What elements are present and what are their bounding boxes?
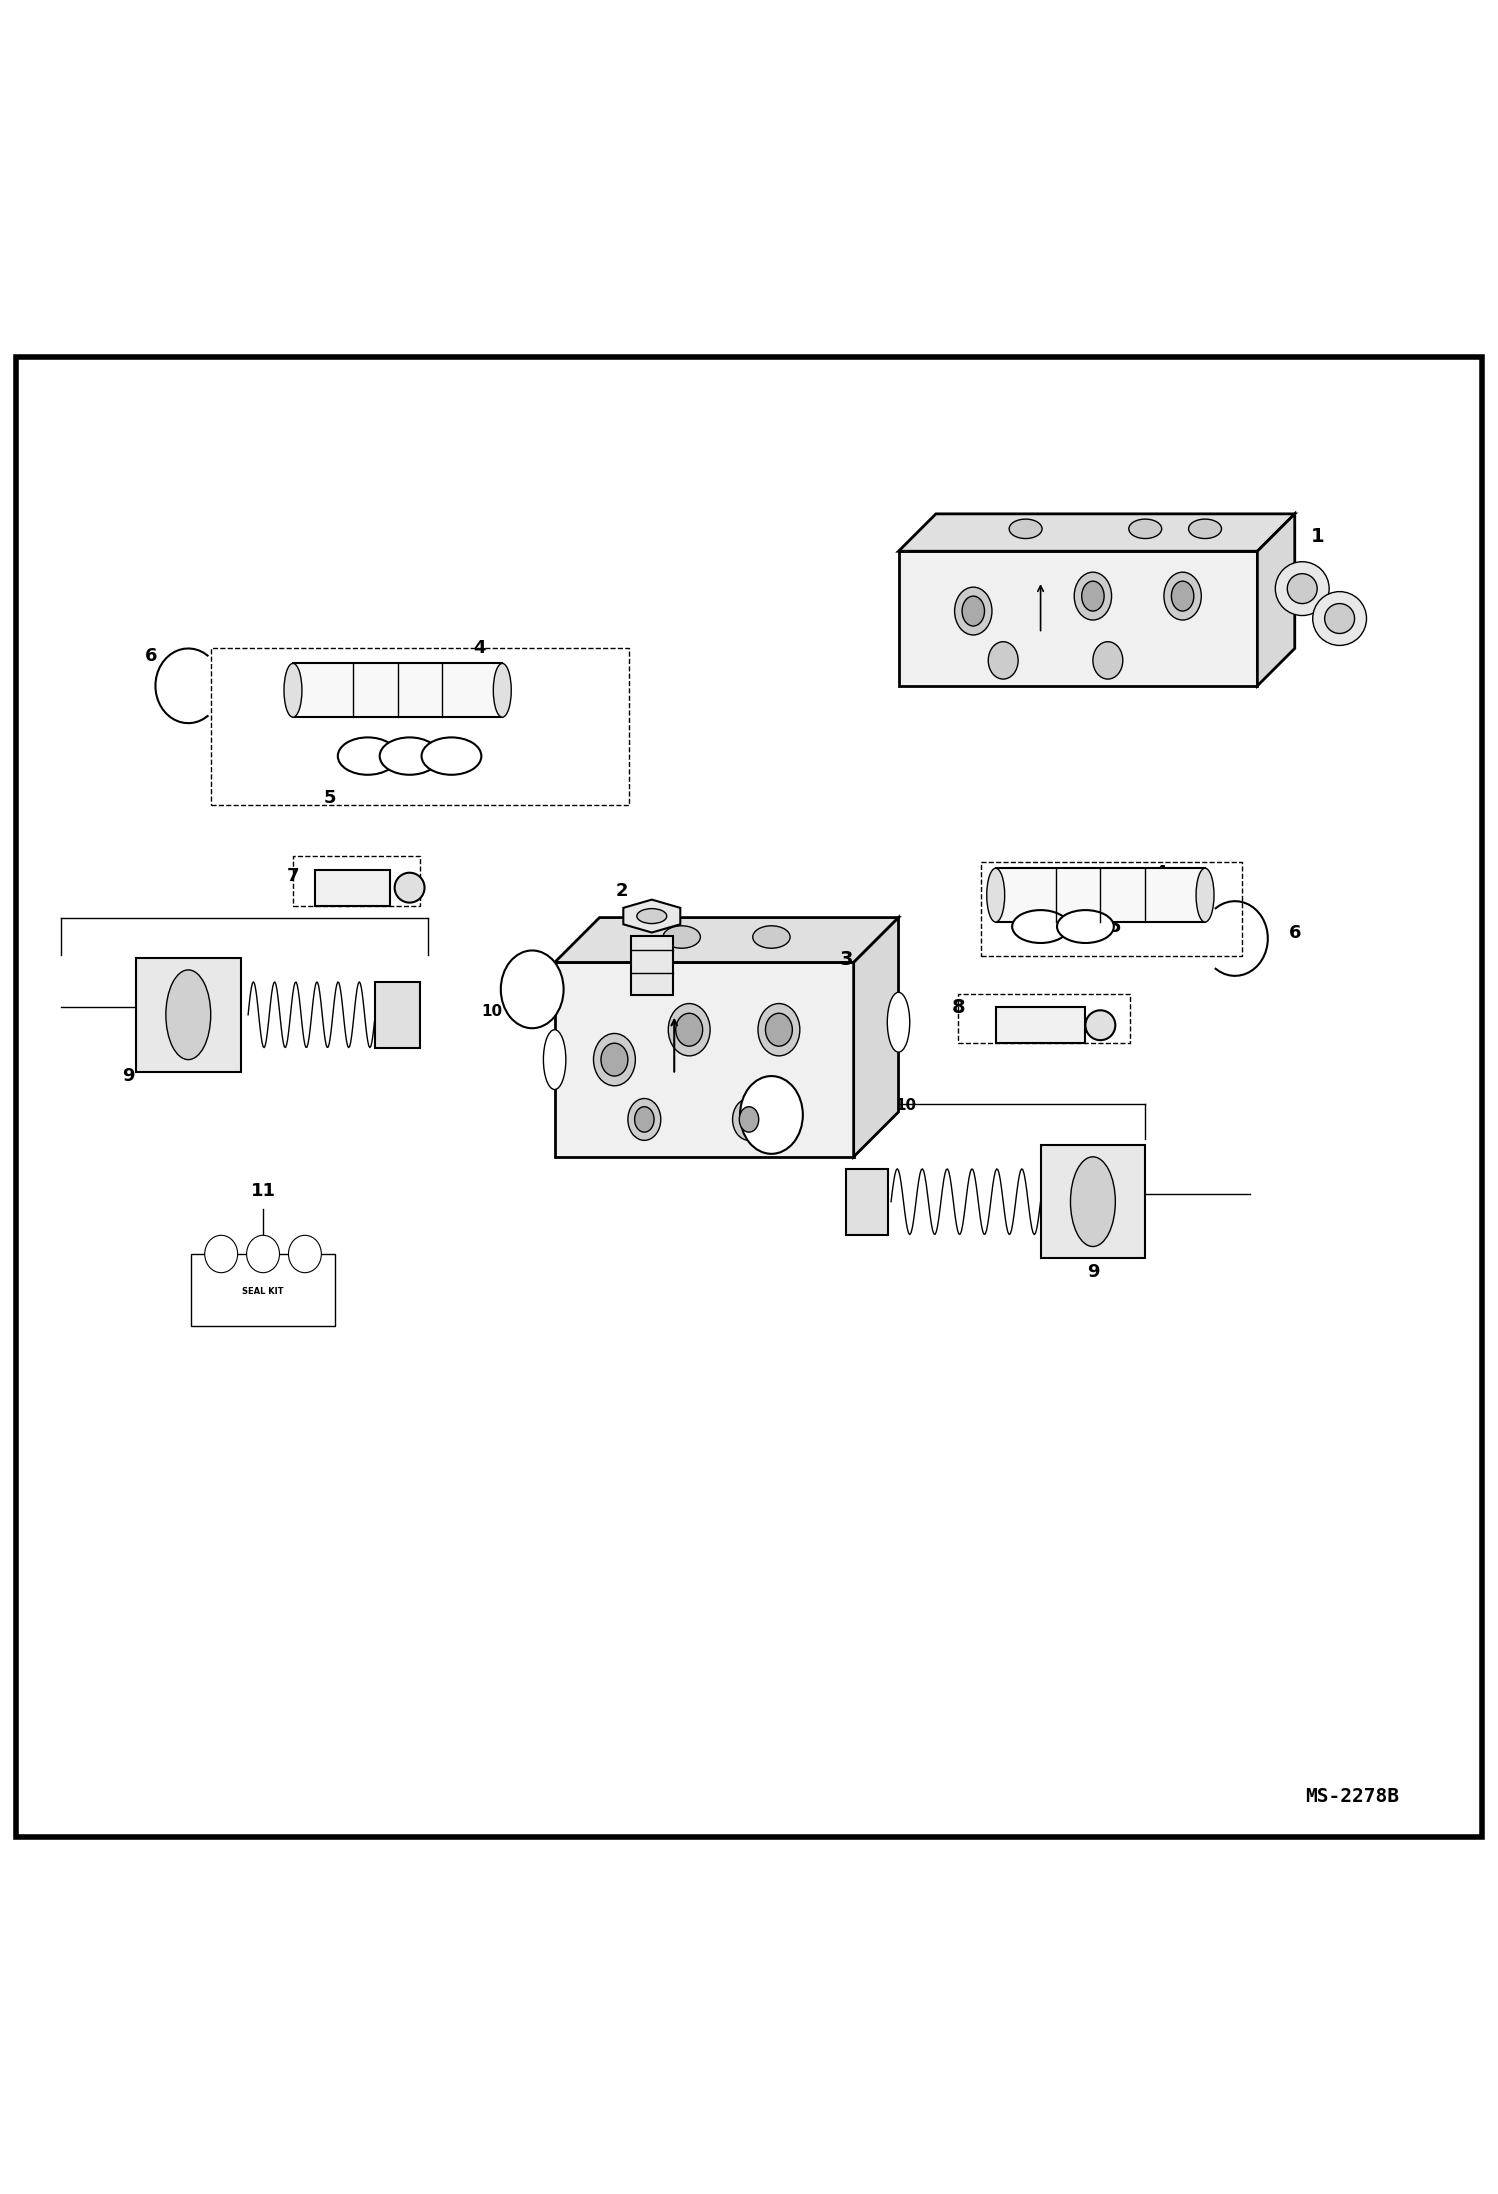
Text: 10: 10 [481, 1005, 502, 1020]
Bar [192, 1255, 336, 1325]
Text: 5: 5 [1109, 917, 1122, 935]
Ellipse shape [1129, 520, 1161, 538]
Bar [294, 663, 502, 717]
Bar [316, 869, 389, 906]
Bar [981, 862, 1242, 957]
Ellipse shape [285, 663, 303, 717]
Ellipse shape [1013, 911, 1070, 943]
Ellipse shape [637, 908, 667, 924]
Ellipse shape [1010, 520, 1043, 538]
Bar [374, 983, 419, 1049]
Ellipse shape [989, 641, 1019, 680]
Polygon shape [554, 917, 899, 963]
Ellipse shape [664, 926, 701, 948]
Ellipse shape [205, 1235, 238, 1273]
Ellipse shape [1188, 520, 1221, 538]
Ellipse shape [765, 1014, 792, 1047]
Text: 3: 3 [839, 950, 852, 970]
Text: 6: 6 [1288, 924, 1300, 941]
Bar [631, 935, 673, 996]
Ellipse shape [887, 992, 909, 1053]
Text: 4: 4 [473, 638, 487, 658]
Ellipse shape [1058, 911, 1115, 943]
Ellipse shape [544, 1029, 566, 1090]
Ellipse shape [421, 737, 481, 774]
Text: 4: 4 [1153, 864, 1167, 882]
Ellipse shape [752, 926, 789, 948]
Ellipse shape [339, 737, 397, 774]
Circle shape [1312, 592, 1366, 645]
Bar [136, 959, 241, 1071]
Bar [959, 994, 1131, 1042]
Bar [996, 869, 1204, 921]
Ellipse shape [166, 970, 211, 1060]
Ellipse shape [740, 1075, 803, 1154]
Text: 11: 11 [250, 1183, 276, 1200]
Text: 9: 9 [123, 1066, 135, 1086]
Text: 7: 7 [1101, 1016, 1115, 1033]
Text: 5: 5 [324, 790, 337, 807]
Ellipse shape [1094, 641, 1124, 680]
Circle shape [1086, 1009, 1116, 1040]
Ellipse shape [1074, 573, 1112, 621]
Ellipse shape [289, 1235, 322, 1273]
Text: MS-2278B: MS-2278B [1305, 1788, 1399, 1806]
Text: 8: 8 [951, 998, 965, 1016]
Ellipse shape [962, 597, 984, 625]
Polygon shape [899, 551, 1257, 687]
Text: 1: 1 [1311, 527, 1324, 546]
Ellipse shape [493, 663, 511, 717]
Ellipse shape [668, 1003, 710, 1055]
Polygon shape [854, 917, 899, 1156]
Text: 7: 7 [286, 867, 300, 884]
Ellipse shape [628, 1099, 661, 1141]
Ellipse shape [954, 588, 992, 634]
Ellipse shape [500, 950, 563, 1029]
Ellipse shape [247, 1235, 280, 1273]
Text: SEAL KIT: SEAL KIT [243, 1288, 283, 1297]
Circle shape [1275, 562, 1329, 617]
Ellipse shape [987, 869, 1005, 921]
Ellipse shape [740, 1106, 758, 1132]
Ellipse shape [1164, 573, 1201, 621]
Bar [211, 649, 629, 805]
Text: 6: 6 [145, 647, 157, 665]
Circle shape [394, 873, 424, 902]
Text: 9: 9 [1086, 1264, 1100, 1281]
Bar [846, 1169, 888, 1235]
Ellipse shape [1082, 581, 1104, 612]
Ellipse shape [733, 1099, 765, 1141]
Ellipse shape [676, 1014, 703, 1047]
Ellipse shape [635, 1106, 655, 1132]
Bar [1041, 1145, 1146, 1259]
Bar [996, 1007, 1086, 1042]
Ellipse shape [379, 737, 439, 774]
Polygon shape [623, 900, 680, 932]
Circle shape [1324, 603, 1354, 634]
Polygon shape [1257, 513, 1294, 687]
Polygon shape [899, 513, 1294, 551]
Circle shape [1287, 573, 1317, 603]
Bar [294, 856, 419, 906]
Ellipse shape [593, 1033, 635, 1086]
Text: 2: 2 [616, 882, 628, 900]
Polygon shape [554, 963, 854, 1156]
Ellipse shape [758, 1003, 800, 1055]
Ellipse shape [1071, 1156, 1116, 1246]
Text: 10: 10 [896, 1099, 917, 1115]
Ellipse shape [601, 1042, 628, 1075]
Ellipse shape [1195, 869, 1213, 921]
Ellipse shape [1171, 581, 1194, 612]
